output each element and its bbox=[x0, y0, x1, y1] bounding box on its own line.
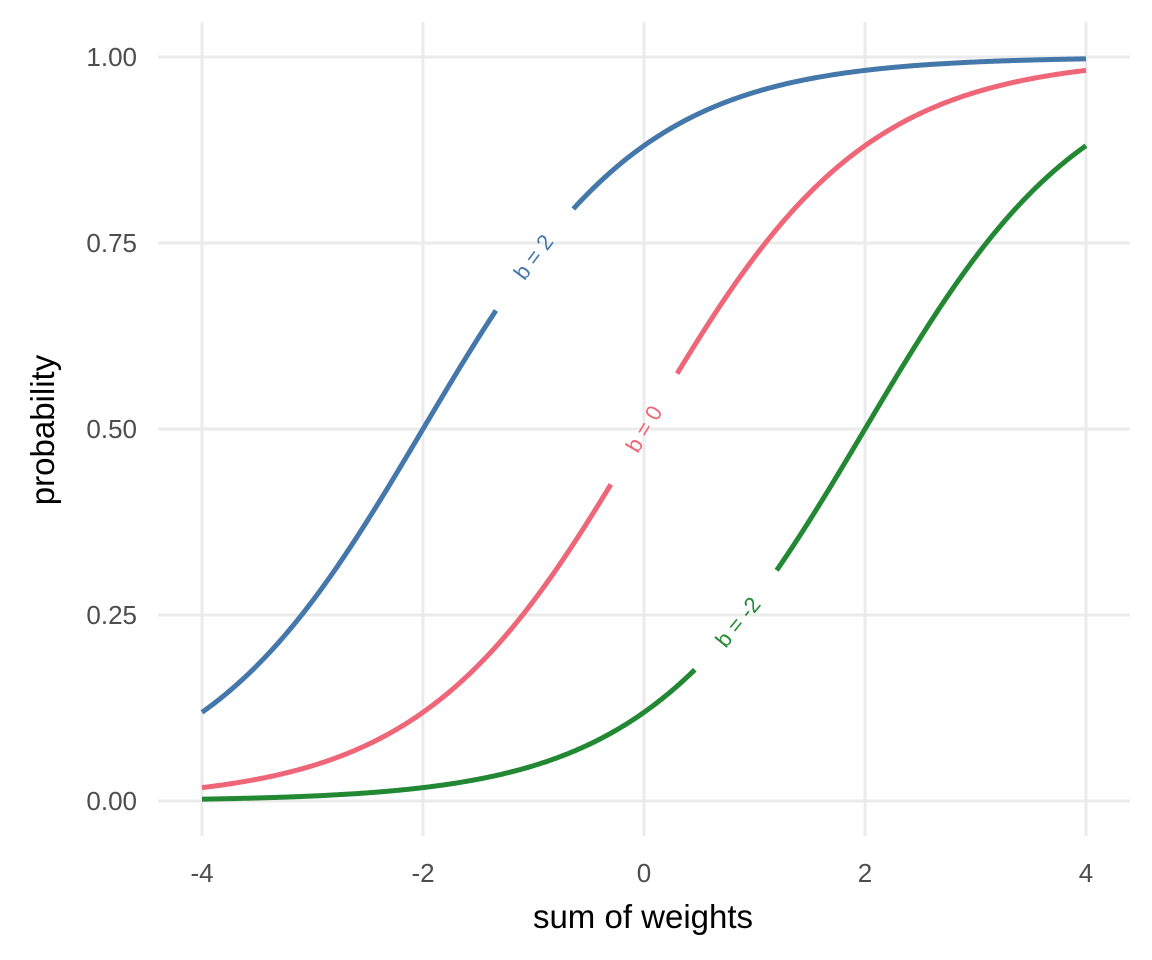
y-tick-label: 0.75 bbox=[86, 228, 137, 258]
series-line-2 bbox=[774, 143, 1088, 572]
x-tick-label: 4 bbox=[1079, 858, 1093, 888]
y-axis-title: probability bbox=[24, 354, 61, 505]
y-tick-label: 0.25 bbox=[86, 600, 137, 630]
series-line-1 bbox=[675, 67, 1087, 375]
x-tick-label: 2 bbox=[858, 858, 872, 888]
x-tick-label: 0 bbox=[637, 858, 651, 888]
y-gridlines bbox=[158, 55, 1130, 803]
x-axis-title: sum of weights bbox=[533, 898, 753, 935]
series-line-0 bbox=[571, 56, 1087, 211]
series-label-2: b = -2 bbox=[710, 592, 765, 652]
series-line-1 bbox=[201, 483, 613, 791]
curves bbox=[200, 56, 1088, 802]
x-tick-label: -2 bbox=[411, 858, 434, 888]
y-tick-label: 0.50 bbox=[86, 414, 137, 444]
y-tick-labels: 0.00 0.25 0.50 0.75 1.00 bbox=[86, 42, 137, 816]
series-label-0: b = 2 bbox=[509, 230, 559, 285]
y-tick-label: 0.00 bbox=[86, 786, 137, 816]
x-tick-label: -4 bbox=[190, 858, 213, 888]
series-line-0 bbox=[200, 309, 499, 715]
x-tick-labels: -4 -2 0 2 4 bbox=[190, 858, 1093, 888]
series-line-2 bbox=[201, 667, 697, 802]
y-tick-label: 1.00 bbox=[86, 42, 137, 72]
